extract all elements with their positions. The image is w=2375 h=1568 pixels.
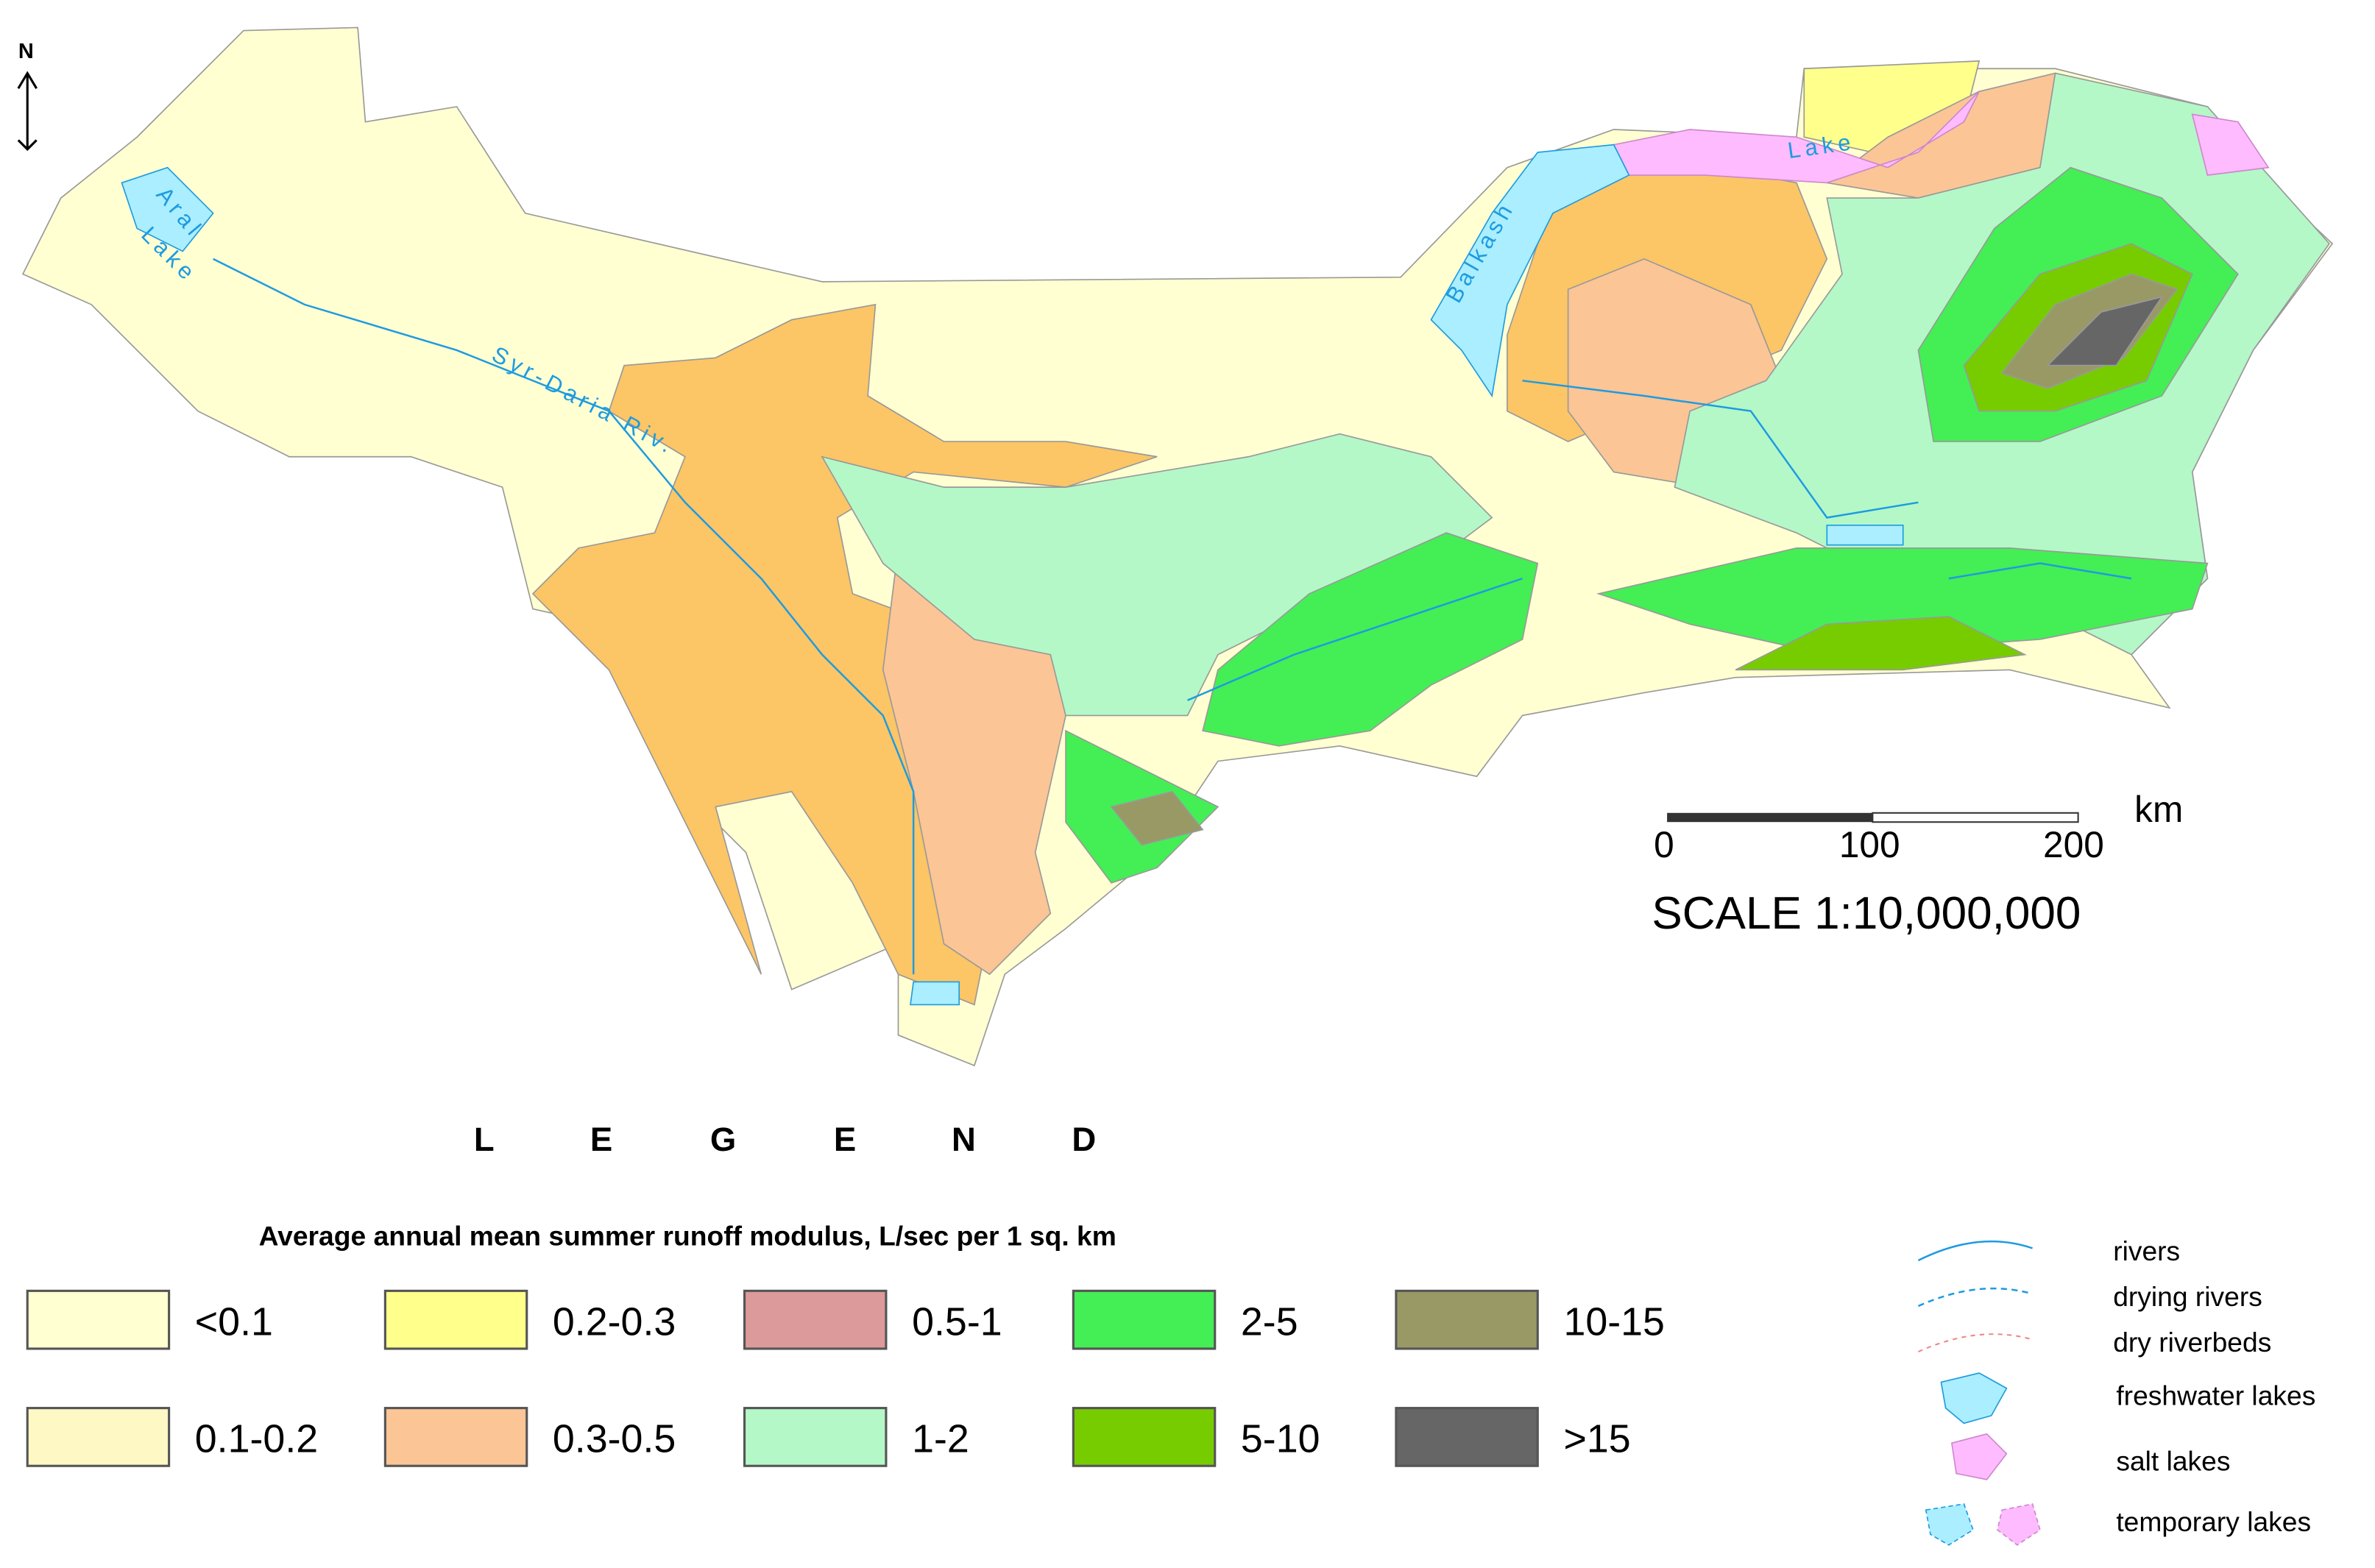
- legend-swatch: [26, 1407, 171, 1467]
- temporary-lake-symbol: [1997, 1503, 2041, 1546]
- legend-swatch: [1395, 1289, 1539, 1350]
- scale-unit: km: [2134, 789, 2183, 830]
- river: [1948, 562, 2132, 580]
- legend-swatch: [383, 1407, 528, 1467]
- river-symbol: [1917, 1240, 2033, 1262]
- scale-tick: 0: [1654, 824, 1674, 865]
- freshwater-lake: [1826, 525, 1904, 546]
- salt-lake: [1613, 91, 1980, 184]
- legend-label: <0.1: [195, 1299, 273, 1344]
- legend-swatch: [743, 1289, 888, 1350]
- freshwater-lake: [1430, 143, 1630, 398]
- legend-heading-letter: E: [834, 1121, 856, 1158]
- scale-text: SCALE 1:10,000,000: [1652, 888, 2081, 939]
- river: [1187, 578, 1523, 701]
- legend-swatch: [383, 1289, 528, 1350]
- river: [213, 258, 915, 975]
- legend-label: 10-15: [1563, 1299, 1665, 1344]
- dry-riverbed-symbol: [1917, 1333, 2033, 1353]
- legend-swatch: [26, 1289, 171, 1350]
- salt-lake-symbol: [1951, 1433, 2008, 1480]
- legend-heading-letter: D: [1072, 1121, 1096, 1158]
- temporary-lake-symbol: [1925, 1503, 1974, 1546]
- legend-label: 0.5-1: [912, 1299, 1002, 1344]
- salt-lake: [2191, 113, 2270, 176]
- drying-river-symbol: [1917, 1287, 2033, 1308]
- scale-bar: 0 100 200 km SCALE 1:10,000,000: [1652, 789, 2183, 939]
- scale-tick: 100: [1839, 824, 1900, 865]
- freshwater-lake: [121, 166, 214, 252]
- legend-swatch: [1072, 1407, 1217, 1467]
- zone: [2046, 296, 2164, 366]
- legend-label: >15: [1563, 1417, 1630, 1461]
- legend-label: 5-10: [1241, 1417, 1320, 1461]
- symbol-label: rivers: [2113, 1235, 2180, 1266]
- scale-segment: [1872, 812, 2079, 823]
- zone: [1735, 616, 2028, 671]
- symbol-label: freshwater lakes: [2116, 1380, 2315, 1411]
- legend-label: 0.2-0.3: [553, 1299, 676, 1344]
- legend-swatch: [1395, 1407, 1539, 1467]
- symbol-label: drying rivers: [2113, 1281, 2262, 1312]
- north-label: N: [18, 40, 34, 63]
- freshwater-lake: [910, 981, 960, 1006]
- legend-label: 2-5: [1241, 1299, 1298, 1344]
- legend-label: 0.3-0.5: [553, 1417, 676, 1461]
- legend-title: Average annual mean summer runoff modulu…: [259, 1220, 1116, 1251]
- freshwater-lake-symbol: [1940, 1372, 2008, 1425]
- legend-swatch: [1072, 1289, 1217, 1350]
- scale-segment: [1667, 812, 1873, 823]
- zone: [1202, 532, 1539, 747]
- legend-heading-letter: L: [474, 1121, 495, 1158]
- legend-heading-letter: E: [590, 1121, 612, 1158]
- legend-label: 0.1-0.2: [195, 1417, 318, 1461]
- legend-label: 1-2: [912, 1417, 969, 1461]
- legend-swatch: [743, 1407, 888, 1467]
- north-arrow: [17, 71, 38, 152]
- river: [1522, 380, 1919, 519]
- symbol-label: dry riverbeds: [2113, 1327, 2271, 1358]
- zone: [1596, 547, 2209, 656]
- legend-heading-letter: N: [952, 1121, 976, 1158]
- symbol-label: salt lakes: [2116, 1445, 2230, 1476]
- symbol-label: temporary lakes: [2116, 1506, 2311, 1537]
- map: Aral Lake Syr-Daria Riv. Balkash Lake N: [17, 26, 2334, 1067]
- zone: [1110, 790, 1204, 846]
- legend-heading-letter: G: [710, 1121, 736, 1158]
- legend: Average annual mean summer runoff modulu…: [26, 1121, 2315, 1546]
- scale-tick: 200: [2043, 824, 2104, 865]
